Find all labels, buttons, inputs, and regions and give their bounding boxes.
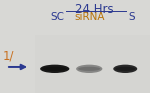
- Text: S: S: [128, 12, 135, 22]
- Ellipse shape: [42, 67, 67, 71]
- Text: siRNA: siRNA: [74, 12, 105, 22]
- Text: 24 Hrs: 24 Hrs: [75, 3, 114, 16]
- Text: 1/: 1/: [3, 49, 15, 62]
- Ellipse shape: [113, 65, 137, 73]
- Bar: [35, 35, 150, 93]
- Ellipse shape: [115, 67, 135, 71]
- Ellipse shape: [40, 65, 69, 73]
- Ellipse shape: [76, 65, 102, 73]
- Ellipse shape: [78, 67, 100, 71]
- Text: SC: SC: [51, 12, 65, 22]
